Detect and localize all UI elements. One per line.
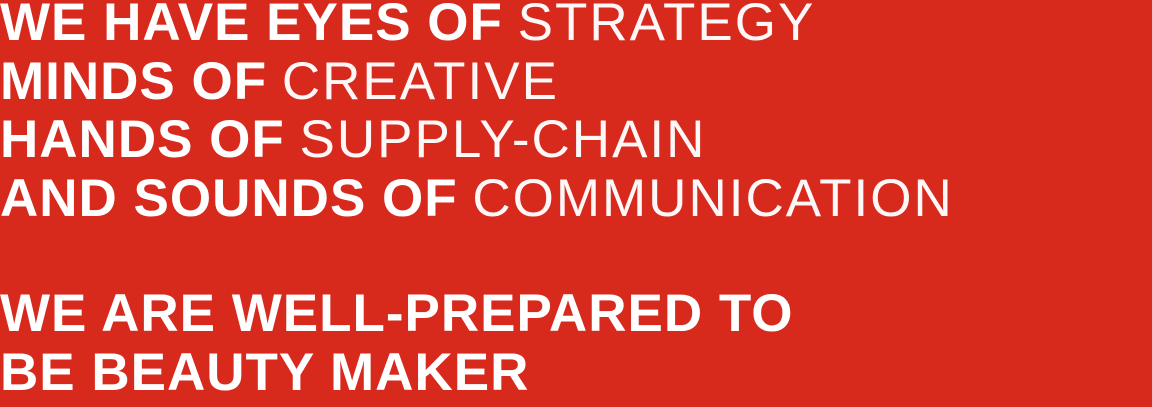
light-text: SUPPLY-CHAIN <box>299 110 707 169</box>
light-text: CREATIVE <box>281 51 559 111</box>
bold-text: HANDS OF <box>0 110 285 169</box>
light-text: COMMUNICATION <box>472 168 954 228</box>
light-text: STRATEGY <box>517 0 816 52</box>
closing-line: BE BEAUTY MAKER <box>0 342 530 402</box>
bold-text: MINDS OF <box>0 51 268 111</box>
bold-text: AND SOUNDS OF <box>0 168 458 228</box>
statement-line: AND SOUNDS OF COMMUNICATION <box>0 168 954 229</box>
closing-lines: WE ARE WELL-PREPARED TO BE BEAUTY MAKER <box>0 284 794 402</box>
statement-line: MINDS OF CREATIVE <box>0 51 954 112</box>
statement-line: WE HAVE EYES OF STRATEGY <box>0 0 954 53</box>
statement-line: HANDS OF SUPPLY-CHAIN <box>0 110 954 170</box>
statement-lines: WE HAVE EYES OF STRATEGY MINDS OF CREATI… <box>0 0 954 228</box>
bold-text: WE HAVE EYES OF <box>0 0 503 52</box>
closing-line: WE ARE WELL-PREPARED TO <box>0 284 794 343</box>
